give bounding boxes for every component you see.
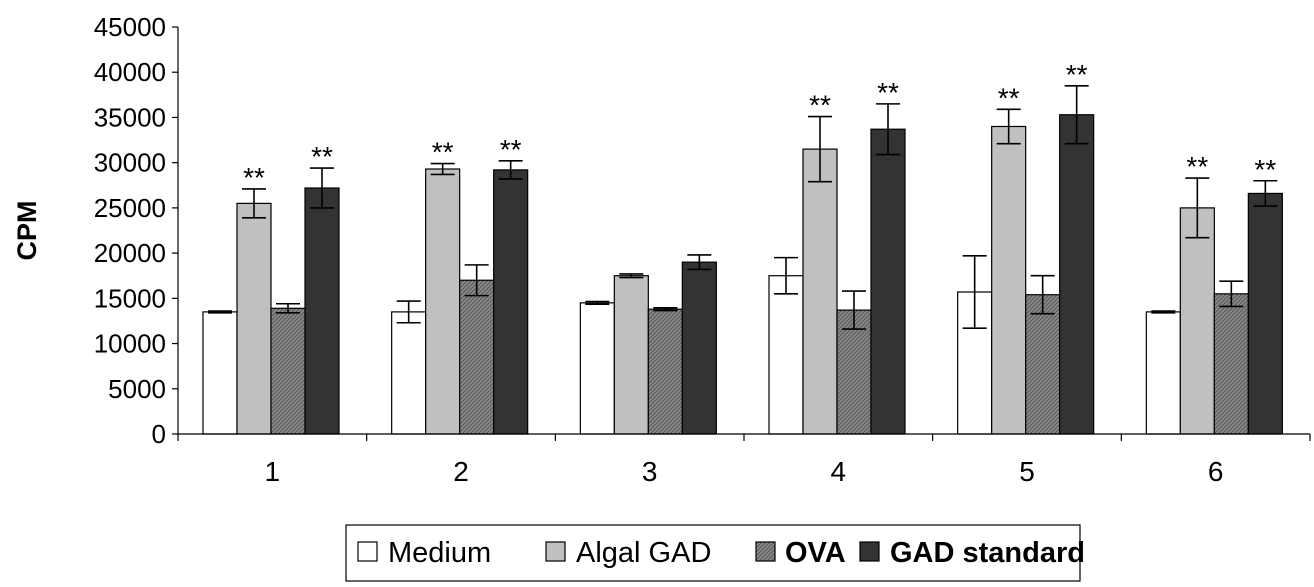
significance-marker: ** xyxy=(877,77,899,108)
x-tick-label: 1 xyxy=(265,456,281,487)
significance-marker: ** xyxy=(243,162,265,193)
bar-medium xyxy=(579,302,615,435)
bar-medium xyxy=(391,311,427,435)
y-tick-label: 5000 xyxy=(108,374,166,404)
bar-gad-standard xyxy=(1059,114,1095,435)
bar-ova xyxy=(836,309,872,435)
y-tick-label: 15000 xyxy=(94,283,166,313)
bar-gad-standard xyxy=(1247,192,1283,435)
x-tick-label: 3 xyxy=(642,456,658,487)
bar-ova xyxy=(1213,293,1249,435)
significance-marker: ** xyxy=(311,141,333,172)
x-tick-label: 4 xyxy=(831,456,847,487)
bar-algal-gad xyxy=(991,125,1027,435)
bar-gad-standard xyxy=(870,128,906,435)
bar-gad-standard xyxy=(304,187,340,435)
bar-algal-gad xyxy=(1179,207,1215,435)
bar-ova xyxy=(1025,294,1061,435)
bar-medium xyxy=(202,311,238,435)
significance-marker: ** xyxy=(1186,151,1208,182)
legend-swatch xyxy=(357,541,378,562)
significance-marker: ** xyxy=(500,134,522,165)
bar-ova xyxy=(270,307,306,435)
y-tick-label: 20000 xyxy=(94,238,166,268)
legend-label: Algal GAD xyxy=(576,537,711,569)
legend-swatch xyxy=(859,541,880,562)
legend-label: OVA xyxy=(785,537,846,569)
y-axis-title: CPM xyxy=(12,201,42,261)
bar-ova xyxy=(459,279,495,435)
legend-swatch xyxy=(755,541,776,562)
x-tick-label: 2 xyxy=(453,456,469,487)
bar-ova xyxy=(647,308,683,435)
x-tick-label: 5 xyxy=(1019,456,1035,487)
significance-marker: ** xyxy=(1066,59,1088,90)
legend-label: Medium xyxy=(388,537,491,569)
x-tick-label: 6 xyxy=(1208,456,1224,487)
bar-algal-gad xyxy=(802,148,838,435)
significance-marker: ** xyxy=(998,82,1020,113)
significance-marker: ** xyxy=(1254,154,1276,185)
bar-algal-gad xyxy=(236,202,272,435)
significance-marker: ** xyxy=(809,90,831,121)
legend-box xyxy=(345,524,1081,582)
bar-medium xyxy=(768,275,804,435)
bar-medium xyxy=(1145,311,1181,435)
legend-label: GAD standard xyxy=(890,537,1085,569)
y-tick-label: 30000 xyxy=(94,148,166,178)
y-tick-label: 10000 xyxy=(94,329,166,359)
bar-gad-standard xyxy=(681,261,717,435)
y-tick-label: 35000 xyxy=(94,102,166,132)
y-tick-label: 25000 xyxy=(94,193,166,223)
significance-marker: ** xyxy=(432,137,454,168)
y-tick-label: 0 xyxy=(152,419,166,449)
bar-algal-gad xyxy=(425,168,461,435)
bar-algal-gad xyxy=(613,275,649,435)
y-tick-label: 45000 xyxy=(94,12,166,42)
y-tick-label: 40000 xyxy=(94,57,166,87)
bar-gad-standard xyxy=(493,169,529,435)
legend-swatch xyxy=(545,541,566,562)
